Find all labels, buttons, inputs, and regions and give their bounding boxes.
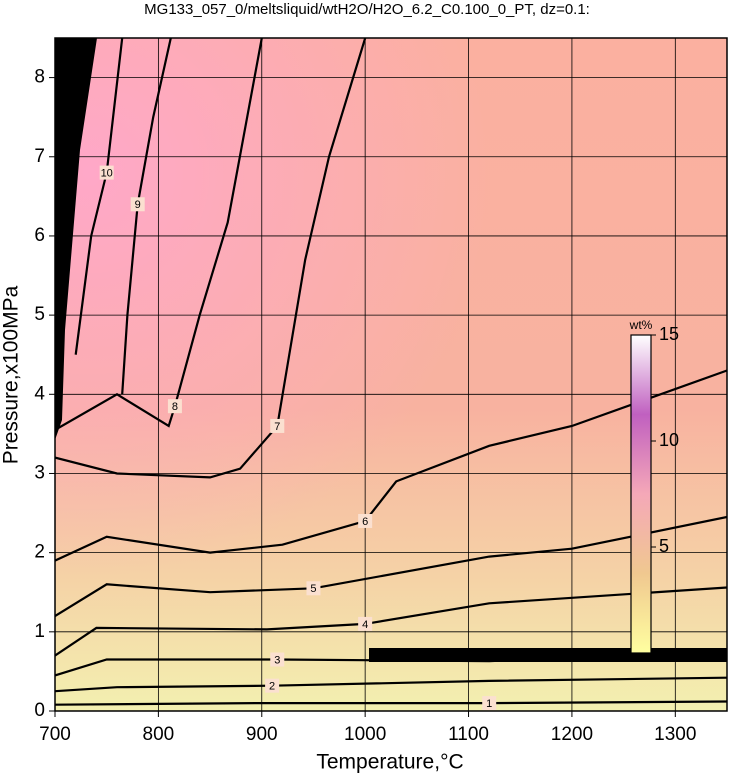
contour-label: 7 xyxy=(274,421,280,433)
y-tick-label: 8 xyxy=(34,67,45,88)
x-tick-label: 1200 xyxy=(551,724,593,745)
colorbar-tick-label: 15 xyxy=(659,324,679,344)
colorbar xyxy=(630,334,652,654)
chart-title: MG133_057_0/meltsliquid/wtH2O/H2O_6.2_C0… xyxy=(144,1,590,18)
y-tick-label: 2 xyxy=(34,542,45,563)
contour-label: 1 xyxy=(486,698,492,710)
contour-label-bg xyxy=(99,165,114,180)
contour-label-bg xyxy=(358,616,373,631)
y-tick-label: 5 xyxy=(34,304,45,325)
plot-frame xyxy=(54,37,728,712)
contour-label-bg xyxy=(130,197,145,212)
contour-label: 6 xyxy=(362,516,368,528)
dense-contours xyxy=(55,38,97,440)
contour-label-bg xyxy=(358,513,373,528)
background-tint xyxy=(55,38,727,711)
x-tick-label: 900 xyxy=(246,724,278,745)
contour-label: 4 xyxy=(362,619,368,631)
x-tick-label: 1000 xyxy=(344,724,386,745)
contour-line xyxy=(55,38,367,479)
y-tick-label: 3 xyxy=(34,462,45,483)
x-axis-label: Temperature,°C xyxy=(316,751,463,774)
colorbar-tick-label: 5 xyxy=(659,536,669,556)
x-tick-label: 1300 xyxy=(654,724,696,745)
contour-label-bg xyxy=(270,418,285,433)
y-axis-label: Pressure,x100MPa xyxy=(0,285,23,464)
y-tick-label: 0 xyxy=(34,700,45,721)
x-tick-label: 1100 xyxy=(448,724,489,745)
contour-line xyxy=(55,586,727,657)
y-tick-label: 6 xyxy=(34,225,45,246)
contour-label: 9 xyxy=(135,199,141,211)
contour-label-bg xyxy=(265,678,280,693)
plot-area: 1 2 3 4 5 6 7 8 9 10 xyxy=(55,38,727,711)
contour-label: 3 xyxy=(274,654,280,666)
x-tick-label: 700 xyxy=(39,724,71,745)
contour-label: 8 xyxy=(172,401,178,413)
x-tick-label: 800 xyxy=(143,724,175,745)
contour-label: 5 xyxy=(310,583,316,595)
contour-line xyxy=(55,700,727,706)
y-tick-label: 1 xyxy=(34,621,45,642)
y-tick-label: 4 xyxy=(34,383,45,404)
contour-label: 2 xyxy=(269,681,275,693)
colorbar-title: wt% xyxy=(629,318,653,332)
contour-label-bg xyxy=(306,581,321,596)
contour-line xyxy=(74,38,124,355)
y-tick-label: 7 xyxy=(34,146,45,167)
contour-label: 10 xyxy=(101,168,113,180)
contour-label-bg xyxy=(270,652,285,667)
contour-label-bg xyxy=(167,399,182,414)
colorbar-tick-label: 10 xyxy=(659,430,679,450)
contour-label-bg xyxy=(482,696,497,711)
